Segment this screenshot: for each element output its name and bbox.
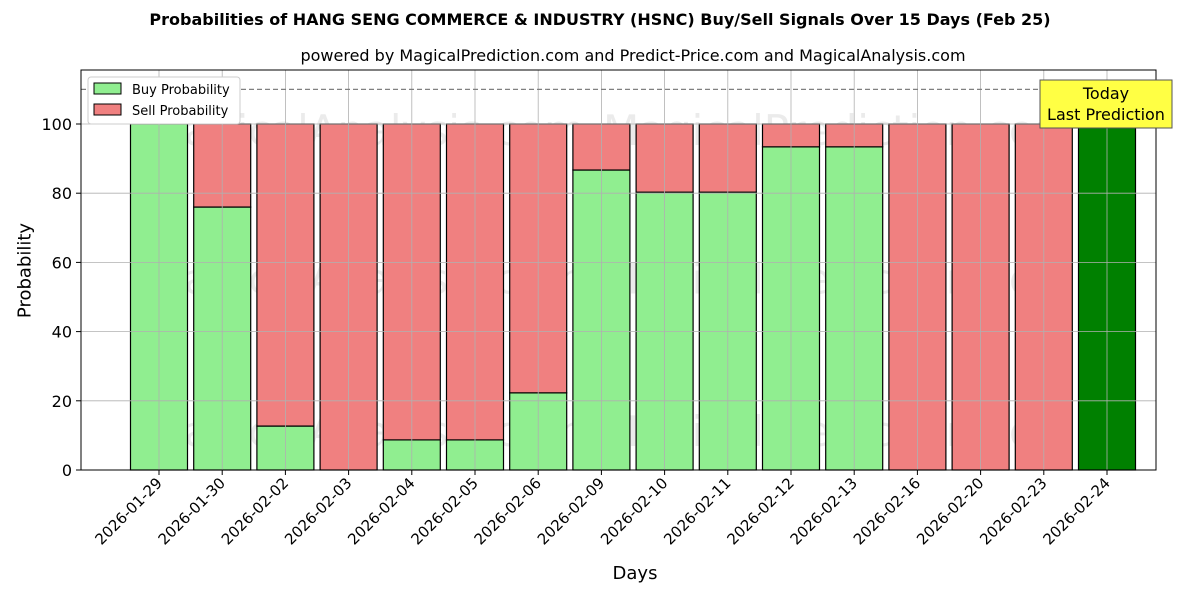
y-tick-label: 0 xyxy=(62,461,72,480)
y-tick-label: 100 xyxy=(41,115,72,134)
x-tick-label: 2026-02-24 xyxy=(1039,474,1113,548)
legend-sell-swatch xyxy=(93,103,122,116)
legend-buy-swatch xyxy=(93,82,122,95)
legend-buy-label: Buy Probability xyxy=(132,83,230,98)
x-tick-label: 2026-02-13 xyxy=(787,474,861,548)
y-tick-label: 20 xyxy=(52,392,72,411)
x-tick-label: 2026-02-23 xyxy=(976,474,1050,548)
plot-frame xyxy=(80,69,1157,471)
y-tick-label: 80 xyxy=(52,184,72,203)
legend-sell-label: Sell Probability xyxy=(132,104,229,119)
y-tick-label: 40 xyxy=(52,323,72,342)
x-tick-label: 2026-02-06 xyxy=(471,474,545,548)
x-tick-label: 2026-02-04 xyxy=(344,474,418,548)
y-axis-title: Probability xyxy=(14,222,36,319)
x-tick-label: 2026-01-29 xyxy=(91,474,165,548)
x-tick-label: 2026-02-20 xyxy=(913,474,987,548)
x-tick-label: 2026-02-03 xyxy=(281,474,355,548)
y-tick-label: 60 xyxy=(52,253,72,272)
x-tick-label: 2026-02-02 xyxy=(218,474,292,548)
x-tick-label: 2026-02-16 xyxy=(850,474,924,548)
today-annotation-box xyxy=(1039,79,1173,129)
today-annotation-line1: Today xyxy=(1082,84,1129,103)
chart-title: Probabilities of HANG SENG COMMERCE & IN… xyxy=(149,10,1051,29)
x-tick-label: 2026-02-12 xyxy=(723,474,797,548)
x-tick-label: 2026-02-05 xyxy=(407,474,481,548)
legend-box xyxy=(87,76,241,125)
x-tick-label: 2026-01-30 xyxy=(155,474,229,548)
today-annotation-line2: Last Prediction xyxy=(1047,105,1165,124)
x-tick-label: 2026-02-09 xyxy=(534,474,608,548)
chart-subtitle: powered by MagicalPrediction.com and Pre… xyxy=(300,46,966,65)
x-axis-title: Days xyxy=(612,563,658,584)
x-tick-label: 2026-02-10 xyxy=(597,474,671,548)
x-tick-label: 2026-02-11 xyxy=(660,474,734,548)
